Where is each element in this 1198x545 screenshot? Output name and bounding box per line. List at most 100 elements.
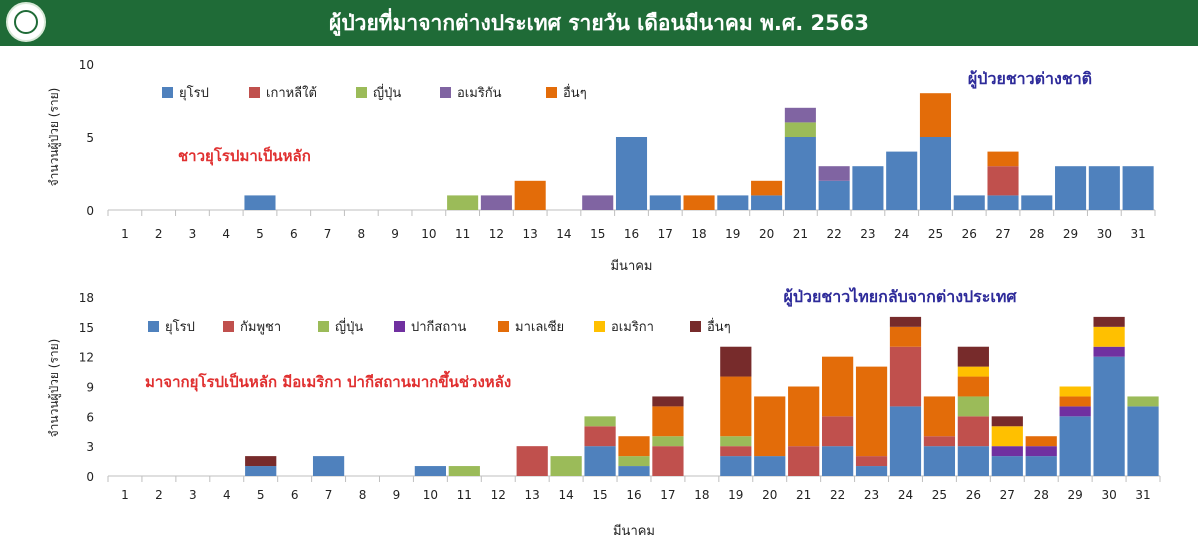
y-tick-label: 10 bbox=[79, 58, 94, 72]
bar-segment bbox=[1093, 316, 1125, 327]
bar-segment bbox=[991, 416, 1023, 427]
bar-segment bbox=[919, 93, 952, 137]
x-tick-label: 29 bbox=[1068, 488, 1083, 502]
x-tick-label: 31 bbox=[1130, 227, 1145, 241]
x-tick-label: 10 bbox=[423, 488, 438, 502]
legend-label: อื่นๆ bbox=[563, 84, 587, 101]
x-tick-label: 16 bbox=[624, 227, 639, 241]
bar-segment bbox=[889, 346, 922, 407]
legend-swatch bbox=[318, 321, 329, 332]
x-tick-label: 24 bbox=[898, 488, 913, 502]
x-tick-label: 6 bbox=[291, 488, 299, 502]
bar-segment bbox=[1088, 166, 1120, 210]
bar-segment bbox=[784, 107, 816, 123]
bar-segment bbox=[923, 446, 956, 476]
x-tick-label: 7 bbox=[325, 488, 333, 502]
bar-segment bbox=[957, 346, 989, 367]
bar-segment bbox=[584, 426, 616, 447]
bar-segment bbox=[618, 456, 650, 467]
x-tick-label: 3 bbox=[189, 227, 197, 241]
bar-segment bbox=[615, 137, 648, 210]
bar-segment bbox=[448, 466, 480, 476]
y-tick-label: 15 bbox=[79, 321, 94, 335]
bar-segment bbox=[1093, 346, 1125, 357]
x-tick-label: 18 bbox=[691, 227, 706, 241]
x-tick-label: 20 bbox=[762, 488, 777, 502]
bar-segment bbox=[1127, 396, 1159, 407]
legend-swatch bbox=[394, 321, 405, 332]
bar-segment bbox=[1025, 436, 1057, 447]
bar-segment bbox=[1127, 406, 1159, 476]
bar-segment bbox=[822, 416, 854, 447]
bar-segment bbox=[618, 436, 650, 457]
x-tick-label: 28 bbox=[1034, 488, 1049, 502]
bar-segment bbox=[957, 376, 989, 397]
legend-swatch bbox=[498, 321, 509, 332]
bar-segment bbox=[991, 446, 1023, 457]
x-tick-label: 5 bbox=[257, 488, 265, 502]
bar-segment bbox=[652, 396, 684, 407]
bar-segment bbox=[886, 151, 918, 210]
bar-segment bbox=[855, 366, 888, 457]
y-tick-label: 3 bbox=[86, 440, 94, 454]
ministry-logo-icon bbox=[6, 2, 46, 42]
bar-segment bbox=[720, 436, 752, 447]
bar-segment bbox=[855, 466, 888, 476]
bar-segment bbox=[649, 195, 681, 210]
legend-swatch bbox=[223, 321, 234, 332]
bar-segment bbox=[852, 166, 884, 210]
x-tick-label: 24 bbox=[894, 227, 909, 241]
x-tick-label: 19 bbox=[728, 488, 743, 502]
bar-segment bbox=[957, 446, 989, 476]
x-tick-label: 4 bbox=[223, 488, 231, 502]
bar-segment bbox=[987, 166, 1019, 196]
legend-label: อเมริกัน bbox=[457, 86, 502, 101]
bar-segment bbox=[987, 195, 1019, 210]
bar-segment bbox=[889, 406, 922, 476]
bar-segment bbox=[957, 396, 989, 417]
bar-segment bbox=[923, 396, 956, 437]
bar-segment bbox=[652, 436, 684, 447]
x-tick-label: 15 bbox=[590, 227, 605, 241]
bar-segment bbox=[720, 376, 752, 437]
legend-label: เกาหลีใต้ bbox=[266, 85, 317, 101]
x-tick-label: 13 bbox=[525, 488, 540, 502]
legend-label: ยุโรป bbox=[179, 85, 209, 101]
bar-segment bbox=[1093, 326, 1125, 347]
header-bar: ผู้ป่วยที่มาจากต่างประเทศ รายวัน เดือนมี… bbox=[0, 0, 1198, 46]
chart-title: ผู้ป่วยชาวไทยกลับจากต่างประเทศ bbox=[783, 287, 1017, 308]
page-title: ผู้ป่วยที่มาจากต่างประเทศ รายวัน เดือนมี… bbox=[329, 11, 869, 35]
bar-segment bbox=[652, 446, 684, 476]
bar-segment bbox=[957, 416, 989, 447]
y-tick-label: 6 bbox=[86, 410, 94, 424]
x-tick-label: 25 bbox=[932, 488, 947, 502]
y-tick-label: 0 bbox=[86, 204, 94, 218]
legend-swatch bbox=[546, 87, 557, 98]
bar-segment bbox=[245, 456, 277, 467]
bar-segment bbox=[652, 406, 684, 437]
x-tick-label: 17 bbox=[660, 488, 675, 502]
bar-segment bbox=[923, 436, 956, 447]
x-tick-label: 11 bbox=[455, 227, 470, 241]
bar-segment bbox=[1059, 396, 1091, 407]
bar-segment bbox=[1059, 386, 1091, 397]
bar-segment bbox=[584, 416, 616, 427]
legend-swatch bbox=[162, 87, 173, 98]
x-tick-label: 30 bbox=[1097, 227, 1112, 241]
bar-segment bbox=[717, 195, 749, 210]
bar-segment bbox=[1059, 416, 1091, 476]
bar-segment bbox=[822, 356, 854, 417]
x-tick-label: 15 bbox=[592, 488, 607, 502]
bar-segment bbox=[987, 151, 1019, 167]
legend-swatch bbox=[356, 87, 367, 98]
bar-segment bbox=[751, 195, 783, 210]
legend-swatch bbox=[249, 87, 260, 98]
bar-segment bbox=[550, 456, 582, 476]
x-tick-label: 2 bbox=[155, 227, 163, 241]
bar-segment bbox=[312, 456, 345, 476]
x-tick-label: 21 bbox=[793, 227, 808, 241]
legend-label: มาเลเซีย bbox=[515, 319, 564, 335]
bar-segment bbox=[919, 137, 952, 210]
